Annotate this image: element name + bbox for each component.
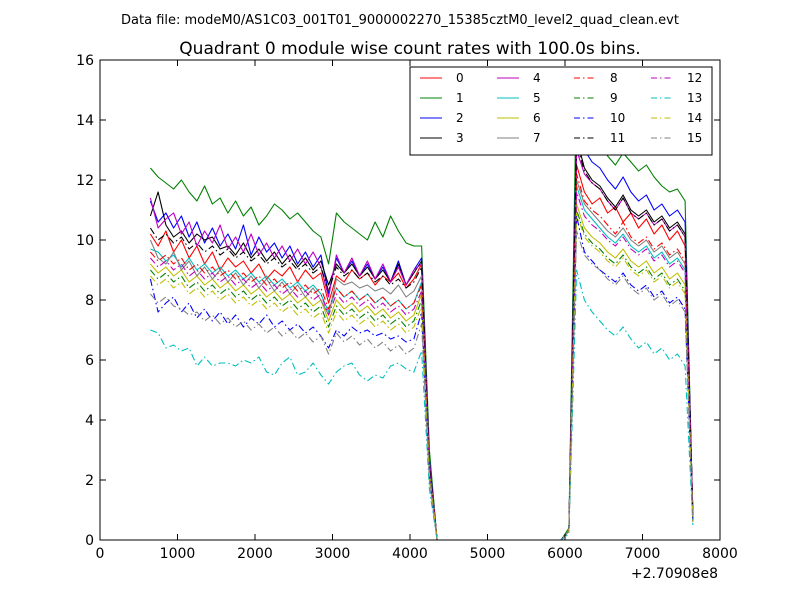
x-offset-label: +2.70908e8 [631, 566, 718, 582]
y-tick-label: 8 [85, 293, 94, 309]
legend-label-4: 4 [533, 71, 541, 85]
series-line-5 [150, 185, 694, 540]
legend-label-11: 11 [610, 131, 625, 145]
suptitle: Data file: modeM0/AS1C03_001T01_90000022… [121, 13, 679, 28]
legend-label-5: 5 [533, 91, 541, 105]
x-tick-label: 3000 [315, 546, 351, 562]
y-tick-label: 14 [76, 113, 94, 129]
legend-label-9: 9 [610, 91, 618, 105]
series-line-11 [149, 143, 694, 540]
y-tick-label: 6 [85, 353, 94, 369]
legend-label-6: 6 [533, 111, 541, 125]
legend-label-13: 13 [687, 91, 702, 105]
chart-title: Quadrant 0 module wise count rates with … [179, 39, 640, 59]
y-tick-label: 12 [76, 173, 94, 189]
series-line-12 [149, 191, 694, 540]
series-line-2 [149, 125, 694, 540]
legend-label-8: 8 [610, 71, 618, 85]
series-line-3 [149, 137, 694, 540]
legend-label-7: 7 [533, 131, 541, 145]
legend-label-15: 15 [687, 131, 702, 145]
legend-label-12: 12 [687, 71, 702, 85]
legend-label-3: 3 [456, 131, 464, 145]
legend-label-2: 2 [456, 111, 464, 125]
legend-box [409, 66, 713, 156]
series-line-7 [149, 179, 694, 540]
x-tick-label: 4000 [392, 546, 428, 562]
series-line-13 [150, 269, 694, 540]
series-line-4 [149, 149, 694, 540]
y-tick-label: 4 [85, 413, 94, 429]
x-tick-label: 6000 [547, 546, 583, 562]
series-line-15 [149, 230, 694, 540]
legend-label-10: 10 [610, 111, 625, 125]
series-line-14 [149, 212, 694, 540]
plot-area: 0 1000 2000 3000 4000 5000 6000 7000 80000246810… [76, 53, 738, 562]
y-tick-label: 16 [76, 53, 94, 69]
y-tick-label: 2 [85, 473, 94, 489]
x-tick-label: 2000 [237, 546, 273, 562]
legend-label-1: 1 [456, 91, 464, 105]
x-tick-label: 0 [96, 546, 105, 562]
legend-label-0: 0 [456, 71, 464, 85]
x-tick-label: 5000 [470, 546, 506, 562]
series-group [149, 74, 694, 540]
legend-label-14: 14 [687, 111, 702, 125]
y-tick-label: 10 [76, 233, 94, 249]
x-tick-label: 7000 [625, 546, 661, 562]
x-tick-label: 1000 [160, 546, 196, 562]
x-tick-label: 8000 [702, 546, 738, 562]
y-tick-label: 0 [85, 533, 94, 549]
